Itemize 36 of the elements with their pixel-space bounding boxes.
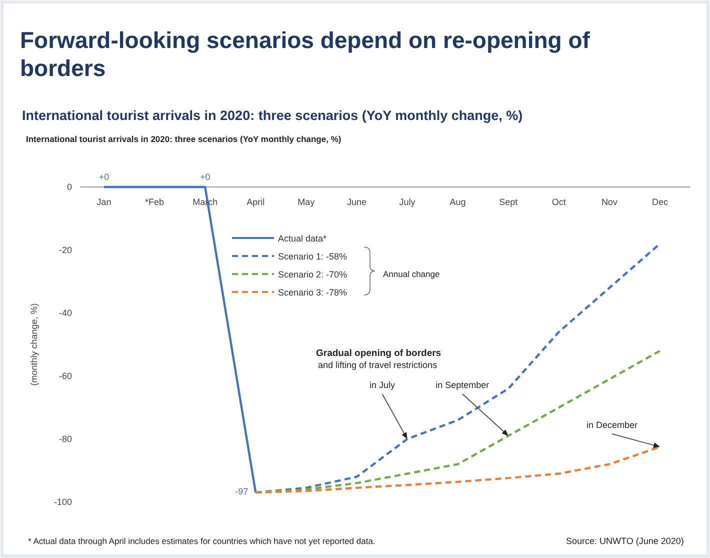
annotation: and lifting of travel restrictions: [318, 360, 438, 370]
x-tick-label: *Feb: [145, 197, 164, 207]
chart-subtitle: International tourist arrivals in 2020: three scenarios (YoY monthly change, %): [22, 108, 523, 123]
y-tick-label: -20: [58, 245, 72, 255]
annotation: Annual change: [383, 269, 440, 279]
annotation: in July: [370, 380, 396, 390]
x-tick-label: July: [399, 197, 416, 207]
x-tick-label: Nov: [601, 197, 618, 207]
y-tick-label: 0: [66, 182, 72, 192]
y-tick-label: -100: [54, 497, 72, 507]
x-tick-label: Oct: [552, 197, 566, 207]
y-tick-label: -80: [58, 434, 72, 444]
chart-title: Forward-looking scenarios depend on re-opening of borders: [20, 27, 590, 81]
x-tick-label: April: [246, 197, 265, 207]
text: * Actual data through April includes estimates for countries which have not yet reported data.: [28, 536, 376, 546]
annotation: Gradual opening of borders: [316, 348, 442, 359]
annotation: in September: [436, 380, 490, 390]
x-tick-label: May: [298, 197, 316, 207]
x-tick-label: June: [346, 197, 366, 207]
annotation: in December: [586, 420, 638, 430]
data-label: -97: [235, 486, 248, 497]
x-tick-label: Jan: [96, 197, 112, 207]
legend-label: Scenario 2: -70%: [278, 270, 348, 280]
legend-label: Scenario 1: -58%: [278, 252, 348, 262]
source-note: Source: UNWTO (June 2020): [566, 536, 684, 546]
data-label: +0: [200, 172, 210, 182]
x-tick-label: Aug: [450, 197, 466, 207]
y-tick-label: -60: [58, 371, 72, 381]
y-axis-title: (monthly change, %): [29, 303, 39, 386]
x-tick-label: Dec: [652, 197, 668, 207]
y-tick-label: -40: [58, 308, 72, 318]
text: International tourist arrivals in 2020: three scenarios (YoY monthly change, %): [26, 134, 342, 144]
legend-label: Actual data*: [278, 234, 328, 244]
legend-label: Scenario 3: -78%: [278, 288, 348, 298]
data-label: +0: [98, 172, 110, 182]
x-tick-label: Sept: [499, 197, 518, 207]
